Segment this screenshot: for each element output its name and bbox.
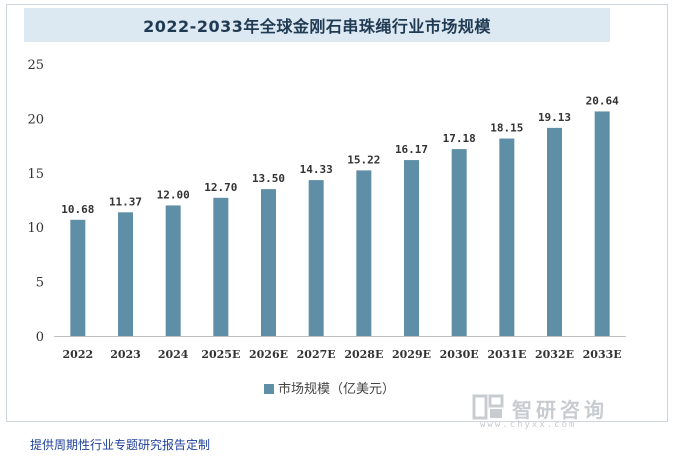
data-label: 19.13 [538, 111, 571, 124]
bar [308, 180, 324, 336]
data-label: 20.64 [586, 94, 619, 107]
y-tick-label: 10 [27, 221, 44, 236]
x-tick-label: 2026E [249, 348, 288, 361]
data-label: 18.15 [490, 122, 523, 135]
y-tick-label: 5 [36, 276, 44, 291]
bar [118, 212, 133, 336]
footer-note: 提供周期性行业专题研究报告定制 [30, 438, 211, 452]
data-label: 12.70 [204, 181, 237, 194]
data-label: 16.17 [395, 143, 428, 156]
bar [165, 205, 181, 336]
title-bar: 2022-2033年全球金刚石串珠绳行业市场规模 [24, 8, 610, 42]
x-tick-label: 2025E [201, 348, 240, 361]
x-tick-label: 2027E [297, 348, 336, 361]
x-tick-label: 2028E [344, 348, 383, 361]
bar [261, 189, 276, 336]
bar [547, 127, 562, 336]
data-label: 10.68 [61, 203, 94, 216]
x-tick-label: 2033E [583, 348, 622, 361]
x-tick-label: 2030E [440, 348, 479, 361]
watermark-url: www.chyxx.com [480, 420, 577, 430]
legend-label: 市场规模（亿美元） [278, 381, 395, 397]
x-tick-label: 2029E [392, 348, 431, 361]
bar [70, 219, 86, 336]
data-label: 13.50 [252, 172, 285, 185]
bar [404, 160, 419, 336]
brand-logo-icon [472, 394, 504, 420]
x-tick-label: 2031E [487, 348, 526, 361]
bar [499, 138, 515, 336]
bar [451, 149, 467, 336]
x-tick-label: 2032E [535, 348, 574, 361]
data-label: 17.18 [443, 132, 476, 145]
legend-swatch [264, 384, 274, 394]
watermark-brand: 智研咨询 [512, 398, 608, 422]
y-tick-label: 15 [27, 167, 44, 182]
data-label: 11.37 [109, 195, 142, 208]
bar [213, 197, 229, 336]
y-tick-label: 20 [27, 112, 44, 127]
chart-title: 2022-2033年全球金刚石串珠绳行业市场规模 [143, 17, 491, 36]
x-tick-label: 2024 [158, 348, 189, 361]
data-label: 14.33 [300, 163, 333, 176]
y-tick-label: 0 [36, 330, 44, 345]
bar [594, 111, 610, 336]
x-tick-label: 2023 [110, 348, 141, 361]
bar [356, 170, 372, 336]
watermark: 智研咨询 www.chyxx.com [472, 394, 642, 432]
data-label: 12.00 [157, 188, 190, 201]
data-label: 15.22 [347, 153, 380, 166]
y-tick-label: 25 [27, 58, 44, 73]
x-tick-label: 2022 [63, 348, 94, 361]
